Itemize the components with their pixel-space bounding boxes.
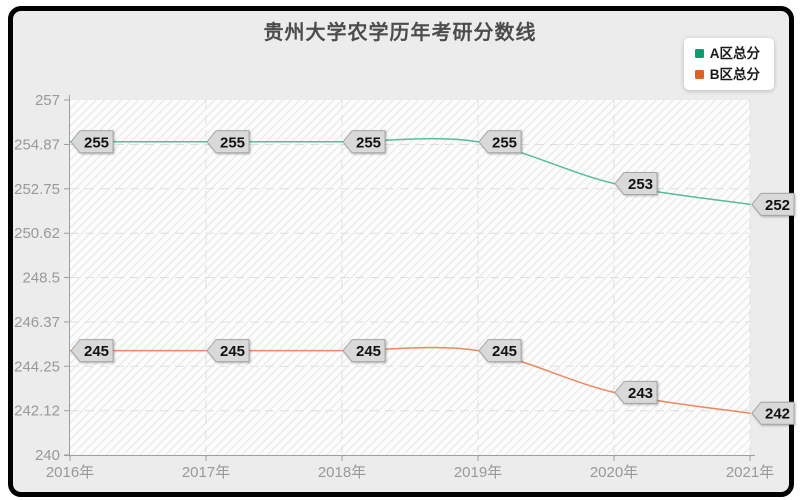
y-tick-label: 257 xyxy=(35,92,60,109)
data-label-value: 245 xyxy=(492,343,517,360)
data-label-tag xyxy=(70,339,114,363)
legend: A区总分 B区总分 xyxy=(683,38,774,90)
x-axis-tick-labels: 2016年 2017年 2018年 2019年 2020年 2021年 xyxy=(46,464,774,481)
y-tick-label: 252.75 xyxy=(14,181,60,198)
data-labels-series-0: 255 255 255 255 253 252 xyxy=(70,130,795,216)
data-label-value: 243 xyxy=(628,385,653,402)
data-label-value: 255 xyxy=(356,134,381,151)
legend-item-label: B区总分 xyxy=(709,66,760,82)
x-tick-label: 2021年 xyxy=(726,464,774,481)
data-label-value: 255 xyxy=(84,134,109,151)
y-tick-label: 242.12 xyxy=(14,403,60,420)
x-tick-label: 2020年 xyxy=(590,464,638,481)
data-label-value: 255 xyxy=(492,134,517,151)
legend-marker-icon xyxy=(694,69,704,79)
data-label-tag xyxy=(614,172,658,196)
chart-title: 贵州大学农学历年考研分数线 xyxy=(263,22,537,44)
y-tick-label: 254.87 xyxy=(14,136,60,153)
data-label-tag xyxy=(342,130,386,154)
data-label-value: 245 xyxy=(84,343,109,360)
x-tick-label: 2019年 xyxy=(454,464,502,481)
y-tick-label: 240 xyxy=(35,447,60,464)
y-tick-label: 248.5 xyxy=(22,270,60,287)
data-label-tag xyxy=(70,130,114,154)
data-label-value: 245 xyxy=(356,343,381,360)
gridlines xyxy=(70,100,751,455)
data-label-tag xyxy=(478,130,522,154)
data-label-value: 242 xyxy=(765,406,790,423)
y-axis-tick-labels: 240 242.12 244.25 246.37 248.5 250.62 252.75 25… xyxy=(14,92,60,464)
data-label-value: 245 xyxy=(220,343,245,360)
data-label-tag xyxy=(206,130,250,154)
x-tick-label: 2016年 xyxy=(46,464,94,481)
legend-marker-icon xyxy=(694,49,704,59)
data-label-tag xyxy=(614,380,658,404)
y-tick-label: 250.62 xyxy=(14,225,60,242)
data-label-tag xyxy=(478,339,522,363)
data-label-value: 255 xyxy=(220,134,245,151)
axes xyxy=(64,95,755,461)
data-label-tag xyxy=(751,401,795,425)
legend-item-0[interactable]: A区总分 xyxy=(694,46,760,61)
legend-item-1[interactable]: B区总分 xyxy=(694,66,760,82)
data-label-tag xyxy=(342,339,386,363)
x-tick-label: 2018年 xyxy=(318,464,366,481)
data-label-value: 253 xyxy=(628,176,653,193)
x-tick-label: 2017年 xyxy=(182,464,230,481)
data-label-value: 252 xyxy=(765,197,790,214)
y-tick-label: 246.37 xyxy=(14,314,60,331)
legend-item-label: A区总分 xyxy=(709,46,760,61)
data-label-tag xyxy=(751,192,795,216)
data-labels-series-1: 245 245 245 245 243 242 xyxy=(70,339,795,425)
y-tick-label: 244.25 xyxy=(14,358,60,375)
data-label-tag xyxy=(206,339,250,363)
